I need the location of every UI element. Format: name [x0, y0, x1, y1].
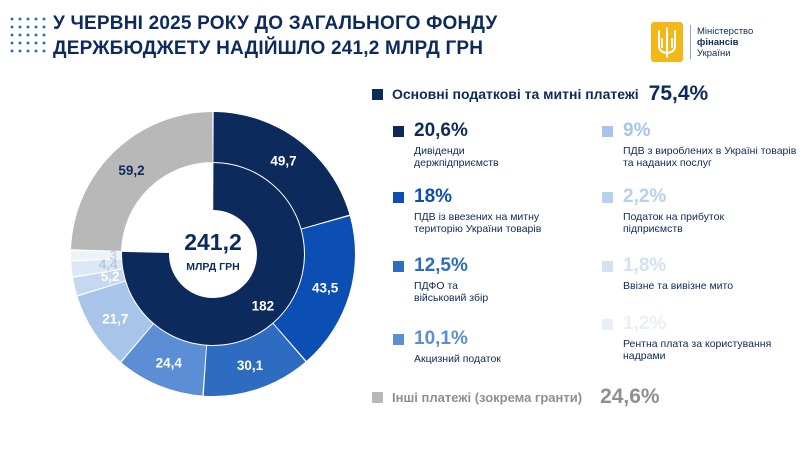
outer-ring-label: 5,2: [101, 269, 120, 284]
legend-other-swatch: [372, 391, 383, 403]
legend-other-label: Інші платежі (зокрема гранти): [392, 389, 583, 405]
title-line-2: ДЕРЖБЮДЖЕТУ НАДІЙШЛО 241,2 МЛРД ГРН: [53, 38, 484, 59]
legend-item-excise: 10,1% Акцизний податок: [393, 328, 583, 365]
legend-pct: 9%: [623, 120, 651, 141]
legend-pct: 2,2%: [623, 186, 667, 207]
total-unit: МЛРД ГРН: [186, 261, 239, 273]
legend-main-swatch: [372, 88, 383, 100]
outer-ring-segment: [77, 281, 153, 362]
legend-item-profit-tax: 2,2% Податок на прибуток підприємств: [602, 186, 792, 235]
legend-item-dividends: 20,6% Дивіденди держпідприємств: [393, 120, 583, 169]
legend-swatch: [393, 333, 404, 345]
outer-ring-label: 21,7: [102, 311, 128, 326]
outer-ring-label: 49,7: [270, 154, 296, 169]
outer-ring-segment: [203, 323, 306, 396]
legend-swatch: [393, 125, 404, 137]
legend-swatch: [602, 125, 613, 137]
inner-ring-label: 182: [252, 298, 275, 313]
legend-desc: ПДВ із ввезених на митну територію Украї…: [414, 211, 542, 235]
inner-ring-segment: [122, 163, 305, 345]
page-title: У ЧЕРВНІ 2025 РОКУ ДО ЗАГАЛЬНОГО ФОНДУ Д…: [53, 11, 613, 61]
legend-swatch: [602, 191, 613, 203]
title-line-1: У ЧЕРВНІ 2025 РОКУ ДО ЗАГАЛЬНОГО ФОНДУ: [53, 13, 498, 34]
legend-other-category: Інші платежі (зокрема гранти) 24,6%: [372, 385, 660, 409]
legend-item-pit: 12,5% ПДФО та військовий збір: [393, 255, 583, 304]
legend-item-domestic-vat: 9% ПДВ з вироблених в Україні товарів та…: [602, 120, 796, 169]
decorative-dot-grid: [8, 15, 48, 55]
outer-ring-segment: [273, 215, 355, 361]
legend-pct: 1,2%: [623, 313, 667, 334]
outer-ring-segment: [71, 250, 122, 261]
outer-ring-label: 43,5: [312, 281, 339, 296]
outer-ring-label: 24,4: [156, 355, 183, 370]
total-value: 241,2: [184, 229, 242, 255]
outer-ring-segment: [73, 269, 125, 296]
outer-ring-label: 59,2: [118, 163, 144, 178]
outer-ring-segment: [213, 112, 350, 229]
legend-desc: ПДВ з вироблених в Україні товарів та на…: [623, 145, 797, 169]
legend-pct: 12,5%: [414, 255, 468, 276]
outer-ring-segment: [71, 112, 213, 251]
legend-pct: 18%: [414, 186, 453, 207]
legend-desc: Дивіденди держпідприємств: [414, 145, 499, 169]
legend-swatch: [393, 260, 404, 272]
logo-divider: [690, 25, 691, 59]
outer-ring-label: 3: [109, 248, 117, 263]
legend-main-pct: 75,4%: [648, 82, 709, 105]
legend-pct: 20,6%: [414, 120, 468, 141]
inner-ring: 182: [122, 163, 305, 345]
legend-pct: 1,8%: [623, 255, 667, 276]
inner-ring-segment: [122, 163, 213, 253]
logo-text: Міністерство фінансів України: [697, 26, 753, 59]
legend-main-category: Основні податкові та митні платежі 75,4%: [372, 82, 708, 106]
logo-line-1: Міністерство: [697, 25, 754, 37]
legend-desc: Акцизний податок: [414, 353, 501, 365]
legend-item-rent: 1,2% Рентна плата за користування надрам…: [602, 313, 792, 362]
ministry-logo: Міністерство фінансів України: [651, 22, 753, 62]
outer-ring: 49,7 43,5 30,1 24,4 21,7 5,24,43 59,2: [71, 112, 355, 396]
legend-swatch: [602, 318, 613, 330]
outer-ring-label: 4,4: [99, 257, 118, 272]
legend-swatch: [602, 260, 613, 272]
logo-line-2: фінансів: [697, 36, 739, 48]
legend-item-customs-duty: 1,8% Ввізне та вивізне мито: [602, 255, 792, 292]
legend-desc: Податок на прибуток підприємств: [623, 211, 725, 235]
legend-desc: ПДФО та військовий збір: [414, 280, 489, 304]
legend-other-pct: 24,6%: [600, 385, 660, 408]
legend-swatch: [393, 191, 404, 203]
legend-desc: Рентна плата за користування надрами: [623, 338, 772, 362]
logo-line-3: України: [697, 47, 731, 59]
legend-pct: 10,1%: [414, 328, 468, 349]
outer-ring-segment: [121, 324, 207, 396]
outer-ring-segment: [71, 258, 123, 277]
legend-item-import-vat: 18% ПДВ із ввезених на митну територію У…: [393, 186, 583, 235]
legend-desc: Ввізне та вивізне мито: [623, 280, 734, 292]
outer-ring-label: 30,1: [237, 358, 264, 373]
legend-main-label: Основні податкові та митні платежі: [392, 86, 639, 102]
trident-emblem-icon: [651, 22, 683, 62]
